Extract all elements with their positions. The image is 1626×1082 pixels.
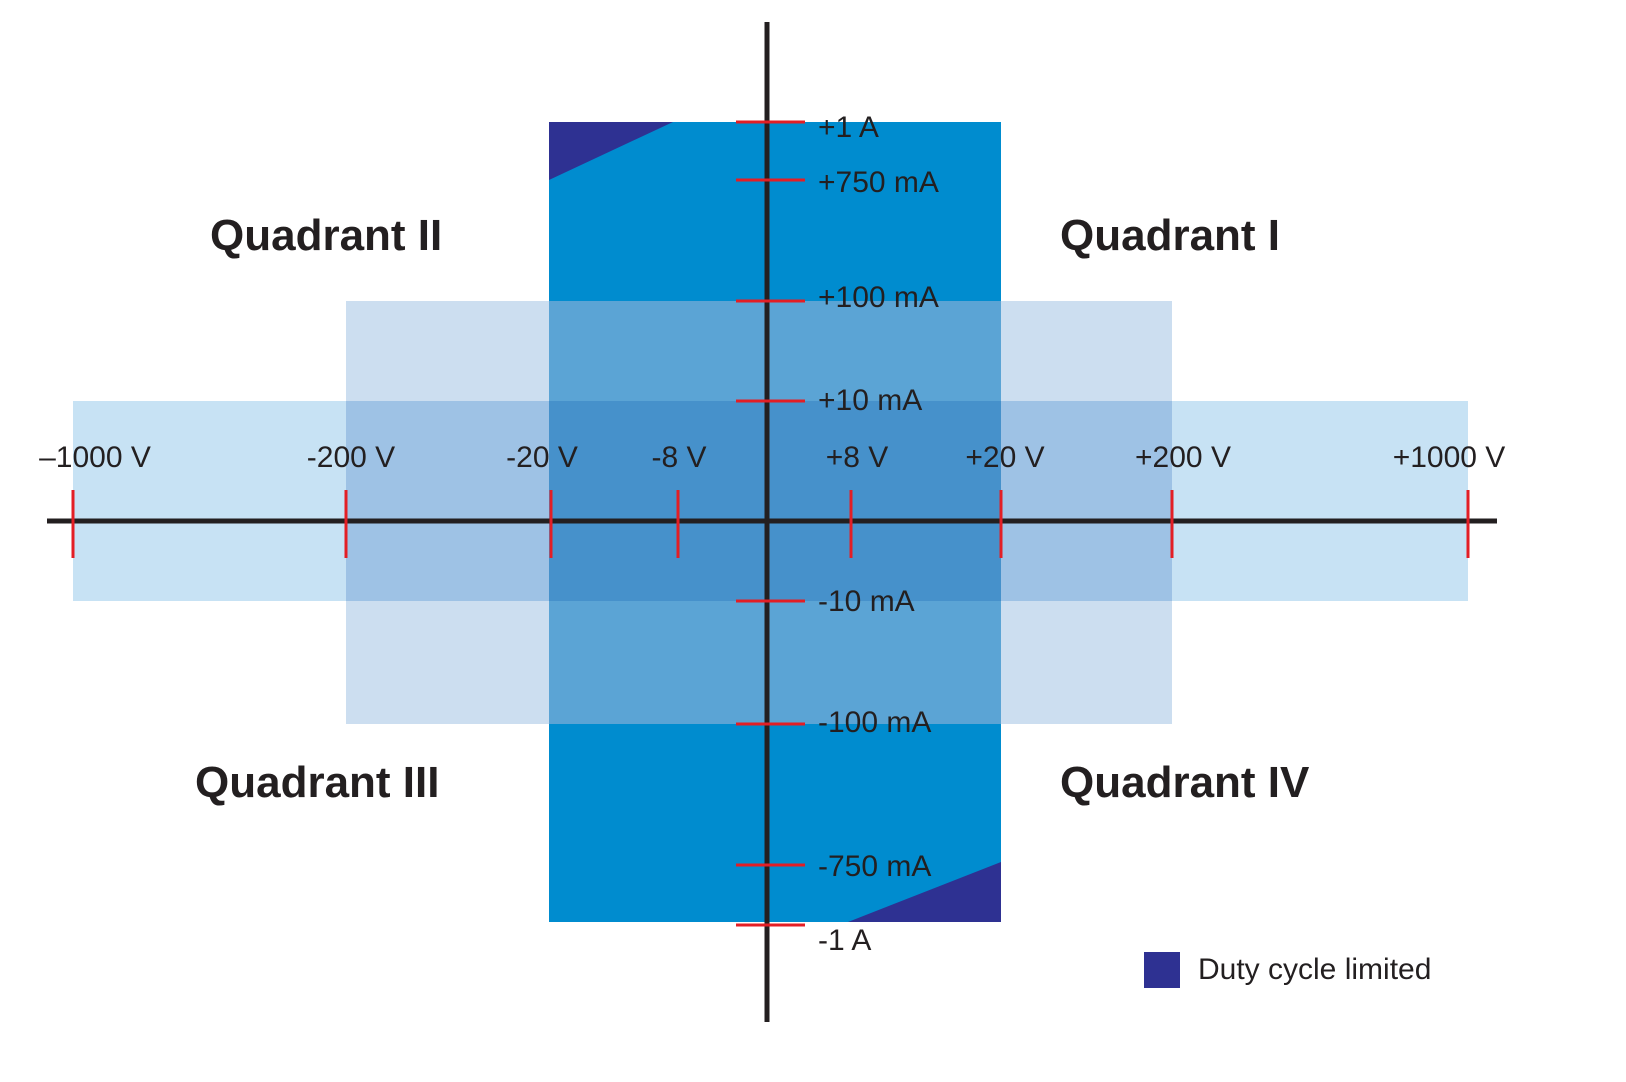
legend: Duty cycle limited bbox=[1144, 952, 1431, 988]
y-ticks bbox=[736, 120, 805, 927]
x-tick-label-pos200v: +200 V bbox=[1135, 441, 1231, 474]
y-tick-label-pos10ma: +10 mA bbox=[818, 384, 923, 417]
x-ticks bbox=[71, 490, 1470, 558]
y-tick-label-neg10ma: -10 mA bbox=[818, 585, 915, 618]
region-overlap-200v-10ma-left bbox=[346, 401, 549, 601]
x-tick-label-pos20v: +20 V bbox=[965, 441, 1045, 474]
quadrant-iv-label: Quadrant IV bbox=[1060, 758, 1310, 807]
quadrant-iii-label: Quadrant III bbox=[195, 758, 440, 807]
y-tick-label-pos100ma: +100 mA bbox=[818, 281, 939, 314]
duty-cycle-swatch-icon bbox=[1144, 952, 1180, 988]
quadrant-i-label: Quadrant I bbox=[1060, 211, 1281, 260]
region-overlap-200v-10ma-right bbox=[1001, 401, 1172, 601]
y-tick-label-neg750ma: -750 mA bbox=[818, 850, 932, 883]
x-tick-label-pos8v: +8 V bbox=[825, 441, 889, 474]
y-tick-label-pos1a: +1 A bbox=[818, 111, 879, 144]
y-tick-label-neg1a: -1 A bbox=[818, 924, 872, 957]
x-tick-label-neg20v: -20 V bbox=[506, 441, 578, 474]
duty-cycle-region-q2 bbox=[549, 122, 673, 180]
x-tick-label-neg8v: -8 V bbox=[651, 441, 707, 474]
quadrant-ii-label: Quadrant II bbox=[210, 211, 443, 260]
x-tick-label-neg200v: -200 V bbox=[306, 441, 396, 474]
duty-cycle-region-q4 bbox=[848, 862, 1001, 922]
y-tick-label-neg100ma: -100 mA bbox=[818, 706, 932, 739]
region-overlap-10ma bbox=[549, 401, 1001, 601]
x-tick-label-pos1000v: +1000 V bbox=[1392, 441, 1506, 474]
legend-label-duty-cycle: Duty cycle limited bbox=[1198, 953, 1432, 986]
y-tick-label-pos750ma: +750 mA bbox=[818, 166, 939, 199]
x-tick-label-neg1000v: –1000 V bbox=[39, 441, 151, 474]
